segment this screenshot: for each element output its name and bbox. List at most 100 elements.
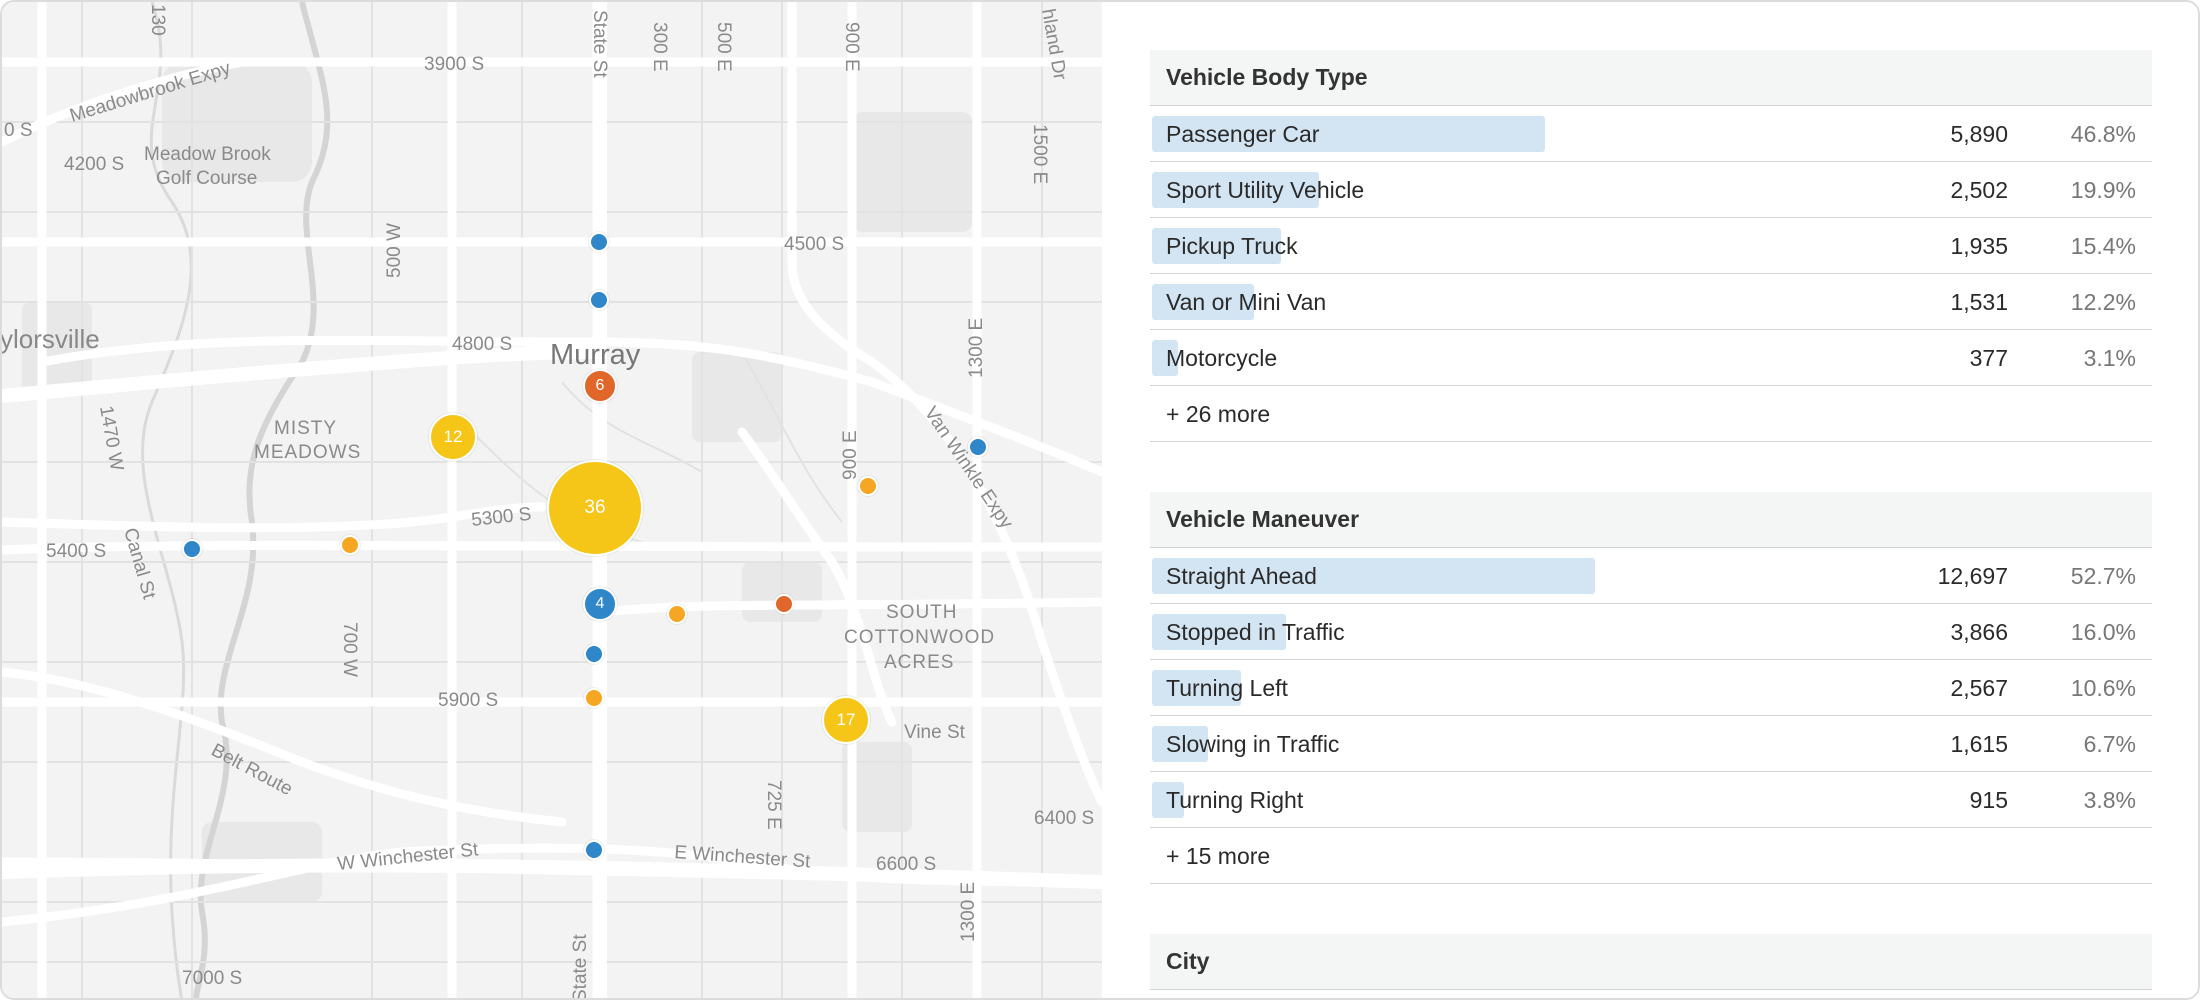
cluster-count: 6: [595, 377, 605, 394]
place-label-misty-meadows-1: MISTY: [274, 418, 337, 439]
cluster-count: 36: [584, 497, 606, 518]
street-label-4500s: 4500 S: [784, 234, 844, 255]
row-count: 5,890: [1950, 121, 2008, 147]
share-bar: [1152, 670, 1242, 706]
breakdown-row[interactable]: Turning Right 915 3.8%: [1150, 772, 2152, 828]
row-label: Turning Right: [1166, 787, 1304, 813]
section-vehicle-body-type: Vehicle Body Type Passenger Car 5,890 46.8…: [1150, 50, 2152, 442]
breakdown-row[interactable]: Pickup Truck 1,935 15.4%: [1150, 218, 2152, 274]
crash-point-marker[interactable]: [584, 644, 604, 664]
row-percent: 15.4%: [2070, 233, 2136, 259]
row-label: Straight Ahead: [1166, 563, 1317, 589]
crash-cluster-4[interactable]: 4: [583, 587, 617, 621]
street-label-state-st-bottom: State St: [570, 934, 591, 1000]
crash-map[interactable]: 3900 S 4200 S 4500 S 4800 S 5300 S 5400 …: [2, 2, 1103, 1000]
street-label-4800s: 4800 S: [452, 334, 512, 355]
share-bar: [1152, 116, 1546, 152]
crash-point-marker[interactable]: [584, 688, 604, 708]
share-bar: [1152, 284, 1255, 320]
crash-point-marker[interactable]: [584, 840, 604, 860]
share-bar: [1152, 782, 1184, 818]
street-label-5400s: 5400 S: [46, 541, 106, 562]
crash-point-marker[interactable]: [182, 539, 202, 559]
place-label-south-cottonwood-3: ACRES: [884, 652, 954, 673]
crash-cluster-17[interactable]: 17: [822, 696, 870, 744]
street-label-130: 130: [147, 4, 168, 36]
row-count: 2,567: [1950, 675, 2008, 701]
street-label-500e: 500 E: [713, 22, 734, 72]
row-label: Turning Left: [1166, 675, 1288, 701]
street-label-7000s: 7000 S: [182, 968, 242, 989]
street-label-6600s: 6600 S: [876, 854, 936, 875]
row-count: 1,615: [1950, 731, 2008, 757]
row-percent: 3.8%: [2083, 787, 2136, 813]
street-label-canal-st: Canal St: [119, 526, 159, 603]
crash-point-marker[interactable]: [968, 437, 988, 457]
breakdown-row[interactable]: Motorcycle 377 3.1%: [1150, 330, 2152, 386]
breakdown-row[interactable]: Passenger Car 5,890 46.8%: [1150, 106, 2152, 162]
place-label-south-cottonwood-1: SOUTH: [886, 602, 958, 623]
street-label-4200s: 4200 S: [64, 154, 124, 175]
row-percent: 52.7%: [2070, 563, 2136, 589]
crash-point-marker[interactable]: [774, 594, 794, 614]
place-label-murray: Murray: [550, 339, 641, 371]
section-header: City: [1150, 934, 2152, 990]
row-percent: 19.9%: [2070, 177, 2136, 203]
cluster-count: 4: [595, 595, 605, 612]
share-bar: [1152, 228, 1282, 264]
crash-cluster-6[interactable]: 6: [583, 369, 617, 403]
street-label-6400s: 6400 S: [1034, 808, 1094, 829]
section-vehicle-maneuver: Vehicle Maneuver Straight Ahead 12,697 52.…: [1150, 492, 2152, 884]
street-label-1300e-bottom: 1300 E: [958, 882, 979, 942]
map-basemap[interactable]: 3900 S 4200 S 4500 S 4800 S 5300 S 5400 …: [2, 2, 1102, 1000]
row-percent: 46.8%: [2070, 121, 2136, 147]
crash-point-marker[interactable]: [858, 476, 878, 496]
share-bar: [1152, 172, 1320, 208]
place-label-south-cottonwood-2: COTTONWOOD: [844, 627, 995, 648]
row-label: Sport Utility Vehicle: [1166, 177, 1365, 203]
place-label-meadow-brook-1: Meadow Brook: [144, 144, 271, 165]
street-label-5900s: 5900 S: [438, 690, 498, 711]
breakdown-row[interactable]: Straight Ahead 12,697 52.7%: [1150, 548, 2152, 604]
street-label-5300s: 5300 S: [470, 504, 532, 531]
crash-cluster-36[interactable]: 36: [547, 460, 643, 556]
row-count: 1,531: [1950, 289, 2008, 315]
row-count: 12,697: [1937, 563, 2008, 589]
breakdown-row[interactable]: Turning Left 2,567 10.6%: [1150, 660, 2152, 716]
row-label: Van or Mini Van: [1166, 289, 1327, 315]
breakdown-row[interactable]: Stopped in Traffic 3,866 16.0%: [1150, 604, 2152, 660]
crash-point-marker[interactable]: [340, 535, 360, 555]
street-label-state-st-top: State St: [589, 10, 610, 78]
breakdown-row[interactable]: Slowing in Traffic 1,615 6.7%: [1150, 716, 2152, 772]
street-label-500w: 500 W: [384, 223, 405, 278]
crash-point-marker[interactable]: [589, 232, 609, 252]
cluster-count: 17: [836, 710, 856, 729]
breakdown-row[interactable]: Van or Mini Van 1,531 12.2%: [1150, 274, 2152, 330]
row-count: 2,502: [1950, 177, 2008, 203]
row-label: Motorcycle: [1166, 345, 1278, 371]
row-count: 377: [1969, 345, 2008, 371]
share-bar: [1152, 558, 1595, 594]
share-bar: [1152, 340, 1179, 376]
section-header: Vehicle Maneuver: [1150, 492, 2152, 548]
breakdown-row[interactable]: Sport Utility Vehicle 2,502 19.9%: [1150, 162, 2152, 218]
crash-point-marker[interactable]: [589, 290, 609, 310]
street-label-700w: 700 W: [339, 622, 360, 677]
street-label-3900s: 3900 S: [424, 54, 484, 75]
street-label-725e: 725 E: [763, 780, 784, 830]
show-more-link[interactable]: + 15 more: [1150, 828, 2152, 884]
row-percent: 16.0%: [2070, 619, 2136, 645]
row-count: 1,935: [1950, 233, 2008, 259]
place-label-taylorsville: ylorsville: [2, 324, 100, 354]
show-more-link[interactable]: + 26 more: [1150, 386, 2152, 442]
section-city: City: [1150, 934, 2152, 990]
crash-cluster-12[interactable]: 12: [429, 413, 477, 461]
street-label-900e-mid: 900 E: [840, 430, 861, 480]
share-bar: [1152, 726, 1209, 762]
row-label: Slowing in Traffic: [1166, 731, 1340, 757]
section-header: Vehicle Body Type: [1150, 50, 2152, 106]
crash-point-marker[interactable]: [667, 604, 687, 624]
street-label-900e-top: 900 E: [841, 22, 862, 72]
cluster-count: 12: [443, 427, 463, 446]
